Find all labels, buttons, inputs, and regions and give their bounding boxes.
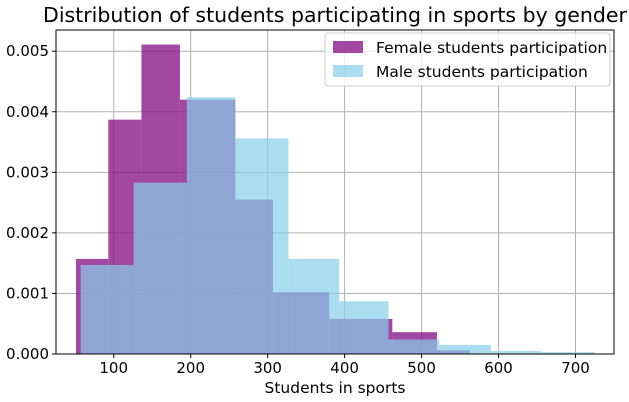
histogram-bar xyxy=(339,301,389,354)
legend-label-female: Female students participation xyxy=(376,39,607,57)
x-tick-label: 700 xyxy=(561,359,590,377)
x-tick-label: 500 xyxy=(407,359,436,377)
legend-swatch-male xyxy=(333,65,363,77)
x-tick-label: 400 xyxy=(330,359,359,377)
legend-swatch-female xyxy=(333,41,363,53)
y-tick-label: 0.001 xyxy=(6,284,49,302)
histogram-bar xyxy=(80,264,134,354)
x-axis-label: Students in sports xyxy=(265,379,406,397)
axes: 100 200 300 400 500 600 700 0.000 0.001 0.002 0.00… xyxy=(6,29,615,377)
x-tick-label: 100 xyxy=(99,359,128,377)
y-tick-label: 0.004 xyxy=(6,103,49,121)
plot-frame xyxy=(55,29,615,355)
histogram-bar xyxy=(388,339,440,354)
histogram-bars xyxy=(76,44,595,355)
series-1 xyxy=(80,97,595,355)
histogram-bar xyxy=(235,138,289,354)
legend-frame xyxy=(324,32,611,87)
legend-label-male: Male students participation xyxy=(376,63,588,81)
y-tick-label: 0.005 xyxy=(6,42,49,60)
x-tick-label: 600 xyxy=(484,359,513,377)
histogram-bar xyxy=(186,97,236,355)
y-tick-label: 0.002 xyxy=(6,224,49,242)
legend: Female students participation Male stude… xyxy=(324,32,611,87)
histogram-bar xyxy=(133,182,187,354)
y-tick-label: 0.003 xyxy=(6,163,49,181)
histogram-bar xyxy=(288,258,340,354)
x-tick-label: 300 xyxy=(253,359,282,377)
chart-title: Distribution of students participating i… xyxy=(43,3,627,27)
y-tick-label: 0.000 xyxy=(6,345,49,363)
histogram-bar xyxy=(490,350,541,354)
histogram-bar xyxy=(540,352,595,354)
histogram-bar xyxy=(439,344,491,354)
x-tick-label: 200 xyxy=(176,359,205,377)
